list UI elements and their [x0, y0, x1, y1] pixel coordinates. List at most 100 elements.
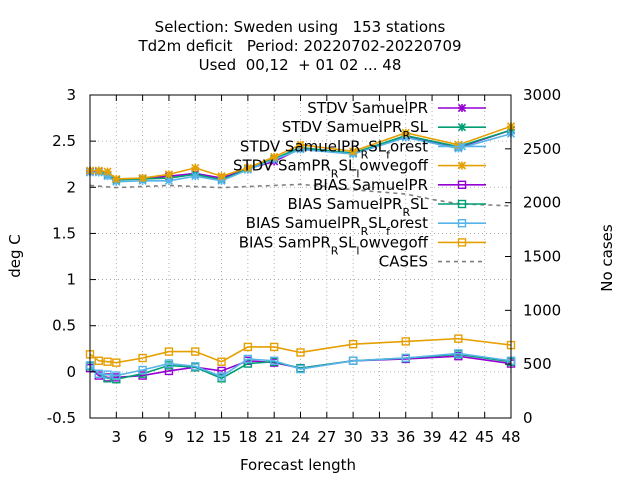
data-point: [217, 372, 226, 381]
y-tick-label: -0.5: [47, 409, 76, 427]
x-tick-label: 18: [238, 428, 257, 446]
legend-marker: [457, 218, 467, 228]
legend-marker: [457, 103, 467, 113]
x-tick-label: 15: [212, 428, 231, 446]
legend-marker: [457, 180, 467, 190]
y-tick-label: 1.5: [52, 224, 76, 242]
data-point: [191, 163, 200, 172]
series-9: [89, 183, 512, 207]
series-5: [85, 351, 516, 382]
data-point: [164, 176, 174, 185]
series-7: [85, 349, 516, 381]
legend-entry: STDV SamPRRSLlowvegoff: [233, 157, 486, 180]
data-point: [112, 358, 121, 367]
data-point: [269, 342, 279, 352]
data-point: [217, 176, 226, 185]
data-point: [217, 357, 226, 366]
y-tick-label: 2.5: [52, 132, 76, 150]
data-point: [296, 348, 305, 357]
data-point: [401, 337, 410, 346]
legend-label: BIAS SamuelPRRSLforest: [246, 214, 428, 238]
data-point: [454, 349, 463, 358]
data-point: [401, 133, 410, 142]
legend-label: BIAS SamuelPR: [313, 176, 428, 194]
data-point: [243, 354, 253, 364]
data-point: [401, 353, 410, 363]
legend-marker: [457, 238, 467, 247]
chart-title-line-3: Used 00,12 + 01 02 ... 48: [199, 56, 402, 74]
legend-marker: [457, 142, 467, 151]
data-point: [349, 147, 358, 156]
x-tick-label: 39: [423, 428, 442, 446]
chart-title-line-1: Selection: Sweden using 153 stations: [155, 18, 446, 36]
x-tick-label: 12: [186, 428, 205, 446]
legend-entry: BIAS SamuelPRRSLforest: [246, 214, 486, 238]
data-point: [348, 356, 358, 365]
x-tick-label: 9: [164, 428, 174, 446]
data-point: [191, 347, 200, 356]
axes: 3 6 9 12 15 18 21 24 27 30 33 36 39 42 45 48-0.500.511.…: [47, 86, 561, 446]
data-point: [243, 163, 252, 172]
x-tick-label: 48: [501, 428, 520, 446]
legend-label: BIAS SamPRRSLlowvegoff: [239, 233, 429, 257]
data-point: [112, 371, 121, 380]
x-tick-label: 45: [475, 428, 494, 446]
data-point: [112, 174, 121, 184]
data-point: [164, 359, 174, 368]
data-point: [296, 145, 305, 154]
series-8: [85, 334, 516, 367]
y2-tick-label: 2000: [523, 194, 561, 212]
legend-label: BIAS SamuelPRRSL: [287, 195, 428, 219]
series-line: [89, 183, 512, 207]
data-point: [243, 342, 253, 352]
legend-entry: BIAS SamuelPR: [313, 176, 486, 194]
data-point: [138, 353, 147, 363]
x-tick-label: 3: [112, 428, 122, 446]
data-point: [94, 356, 103, 365]
chart-title: Selection: Sweden using 153 stations Td2…: [137, 18, 461, 74]
y2-tick-label: 2500: [523, 140, 561, 158]
data-point: [103, 370, 112, 379]
y2-tick-label: 0: [523, 409, 533, 427]
x-tick-label: 30: [344, 428, 363, 446]
data-point: [191, 362, 200, 371]
x-tick-label: 6: [138, 428, 148, 446]
data-point: [138, 173, 147, 183]
data-point: [217, 172, 226, 181]
legend-entry: BIAS SamuelPRRSL: [287, 195, 486, 219]
data-point: [243, 359, 253, 368]
data-point: [164, 170, 174, 179]
chart-title-line-2: Td2m deficit Period: 20220702-20220709: [137, 37, 461, 55]
y-tick-label: 2: [66, 178, 76, 196]
x-tick-label: 21: [265, 428, 284, 446]
data-point: [296, 140, 305, 149]
legend-label: CASES: [379, 253, 428, 271]
x-tick-label: 27: [317, 428, 336, 446]
data-point: [401, 128, 410, 137]
legend-entry: STDV SamuelPRRSL: [282, 118, 486, 142]
y-tick-label: 0: [66, 363, 76, 381]
y2-tick-label: 3000: [523, 86, 561, 104]
x-axis-label: Forecast length: [240, 456, 356, 474]
y2-tick-label: 1000: [523, 301, 561, 319]
data-point: [191, 172, 200, 181]
data-point: [138, 365, 147, 375]
y2-tick-label: 1500: [523, 248, 561, 266]
x-tick-label: 33: [370, 428, 389, 446]
y-tick-label: 0.5: [52, 317, 76, 335]
legend-marker: [457, 199, 467, 209]
legend-label: STDV SamuelPR: [307, 99, 428, 117]
data-point: [269, 356, 279, 365]
legend-entry: STDV SamuelPR: [307, 99, 486, 117]
data-point: [94, 166, 103, 175]
x-tick-label: 42: [449, 428, 468, 446]
legend-marker: [457, 161, 467, 170]
data-point: [94, 369, 103, 378]
y2-tick-label: 500: [523, 355, 552, 373]
y2-axis-label: No cases: [598, 224, 616, 292]
legend-entry: BIAS SamPRRSLlowvegoff: [239, 233, 486, 257]
data-point: [103, 357, 112, 366]
legend-marker: [457, 123, 467, 132]
